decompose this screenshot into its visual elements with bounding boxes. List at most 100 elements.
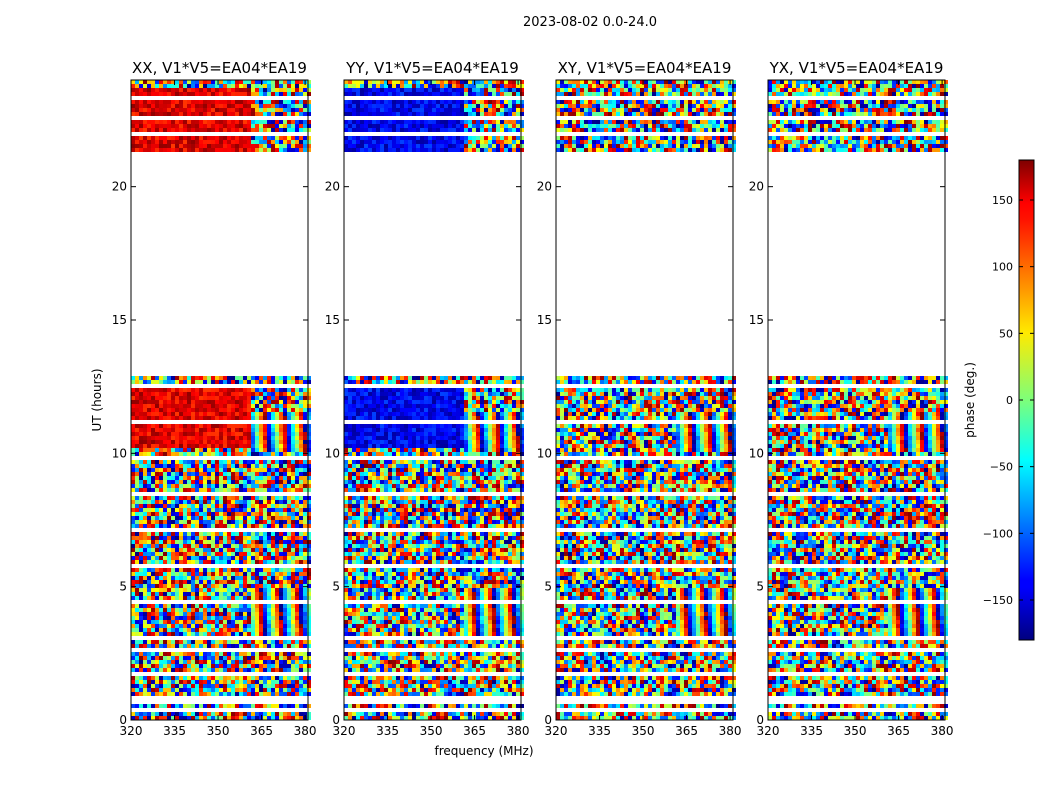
heatmap-cell xyxy=(211,716,215,720)
heatmap-cell xyxy=(199,392,203,396)
heatmap-cell xyxy=(175,568,179,572)
heatmap-cell xyxy=(239,652,243,656)
heatmap-cell xyxy=(456,120,460,124)
heatmap-cell xyxy=(203,508,207,512)
heatmap-cell xyxy=(275,468,279,472)
heatmap-cell xyxy=(432,392,436,396)
heatmap-cell xyxy=(175,380,179,384)
heatmap-cell xyxy=(263,520,267,524)
heatmap-cell xyxy=(211,444,215,448)
heatmap-cell xyxy=(444,148,448,152)
heatmap-cell xyxy=(187,628,191,632)
heatmap-cell xyxy=(452,148,456,152)
heatmap-cell xyxy=(504,392,508,396)
heatmap-cell xyxy=(199,704,203,708)
heatmap-cell xyxy=(239,444,243,448)
heatmap-cell xyxy=(167,560,171,564)
heatmap-cell xyxy=(183,612,187,616)
heatmap-cell xyxy=(207,560,211,564)
heatmap-cell xyxy=(143,376,147,380)
heatmap-cell xyxy=(255,140,259,144)
heatmap-cell xyxy=(299,576,303,580)
heatmap-cell xyxy=(151,536,155,540)
heatmap-cell xyxy=(424,84,428,88)
heatmap-cell xyxy=(368,88,372,92)
heatmap-cell xyxy=(243,584,247,588)
heatmap-cell xyxy=(139,520,143,524)
heatmap-cell xyxy=(151,652,155,656)
heatmap-cell xyxy=(147,136,151,140)
heatmap-cell xyxy=(211,376,215,380)
heatmap-cell xyxy=(279,584,283,588)
heatmap-cell xyxy=(255,128,259,132)
heatmap-cell xyxy=(348,404,352,408)
heatmap-cell xyxy=(179,676,183,680)
heatmap-cell xyxy=(283,688,287,692)
heatmap-cell xyxy=(139,440,143,444)
heatmap-cell xyxy=(183,484,187,488)
heatmap-cell xyxy=(167,716,171,720)
heatmap-cell xyxy=(195,656,199,660)
heatmap-cell xyxy=(163,500,167,504)
heatmap-cell xyxy=(219,596,223,600)
heatmap-cell xyxy=(448,88,452,92)
heatmap-cell xyxy=(147,604,151,608)
heatmap-cell xyxy=(259,404,263,408)
heatmap-cell xyxy=(307,516,311,520)
heatmap-cell xyxy=(179,148,183,152)
heatmap-cell xyxy=(151,392,155,396)
heatmap-cell xyxy=(191,644,195,648)
heatmap-cell xyxy=(191,472,195,476)
heatmap-cell xyxy=(207,612,211,616)
heatmap-cell xyxy=(275,120,279,124)
heatmap-cell xyxy=(239,496,243,500)
heatmap-cell xyxy=(135,388,139,392)
heatmap-cell xyxy=(195,520,199,524)
heatmap-cell xyxy=(303,376,307,380)
heatmap-cell xyxy=(303,640,307,644)
heatmap-cell xyxy=(255,496,259,500)
heatmap-cell xyxy=(215,376,219,380)
heatmap-cell xyxy=(135,616,139,620)
heatmap-cell xyxy=(239,552,243,556)
heatmap-cell xyxy=(159,704,163,708)
heatmap-cell xyxy=(307,572,311,576)
heatmap-cell xyxy=(247,392,251,396)
heatmap-cell xyxy=(143,440,147,444)
heatmap-cell xyxy=(500,396,504,400)
heatmap-cell xyxy=(143,392,147,396)
heatmap-cell xyxy=(219,136,223,140)
heatmap-cell xyxy=(356,388,360,392)
heatmap-cell xyxy=(179,480,183,484)
heatmap-cell xyxy=(291,584,295,588)
heatmap-cell xyxy=(307,380,311,384)
heatmap-cell xyxy=(368,100,372,104)
heatmap-cell xyxy=(287,656,291,660)
heatmap-cell xyxy=(215,604,219,608)
heatmap-cell xyxy=(187,620,191,624)
heatmap-cell xyxy=(207,572,211,576)
heatmap-cell xyxy=(135,108,139,112)
heatmap-cell xyxy=(183,624,187,628)
heatmap-cell xyxy=(191,532,195,536)
heatmap-cell xyxy=(147,608,151,612)
heatmap-cell xyxy=(211,616,215,620)
heatmap-cell xyxy=(384,396,388,400)
heatmap-cell xyxy=(191,568,195,572)
heatmap-cell xyxy=(303,524,307,528)
heatmap-cell xyxy=(259,108,263,112)
heatmap-cell xyxy=(143,436,147,440)
heatmap-cell xyxy=(179,144,183,148)
heatmap-cell xyxy=(135,520,139,524)
heatmap-cell xyxy=(299,440,303,444)
heatmap-cell xyxy=(163,652,167,656)
heatmap-cell xyxy=(219,508,223,512)
heatmap-cell xyxy=(480,148,484,152)
heatmap-cell xyxy=(215,84,219,88)
heatmap-cell xyxy=(187,512,191,516)
heatmap-cell xyxy=(396,124,400,128)
heatmap-cell xyxy=(360,124,364,128)
heatmap-cell xyxy=(235,92,239,96)
heatmap-cell xyxy=(147,144,151,148)
heatmap-cell xyxy=(135,504,139,508)
